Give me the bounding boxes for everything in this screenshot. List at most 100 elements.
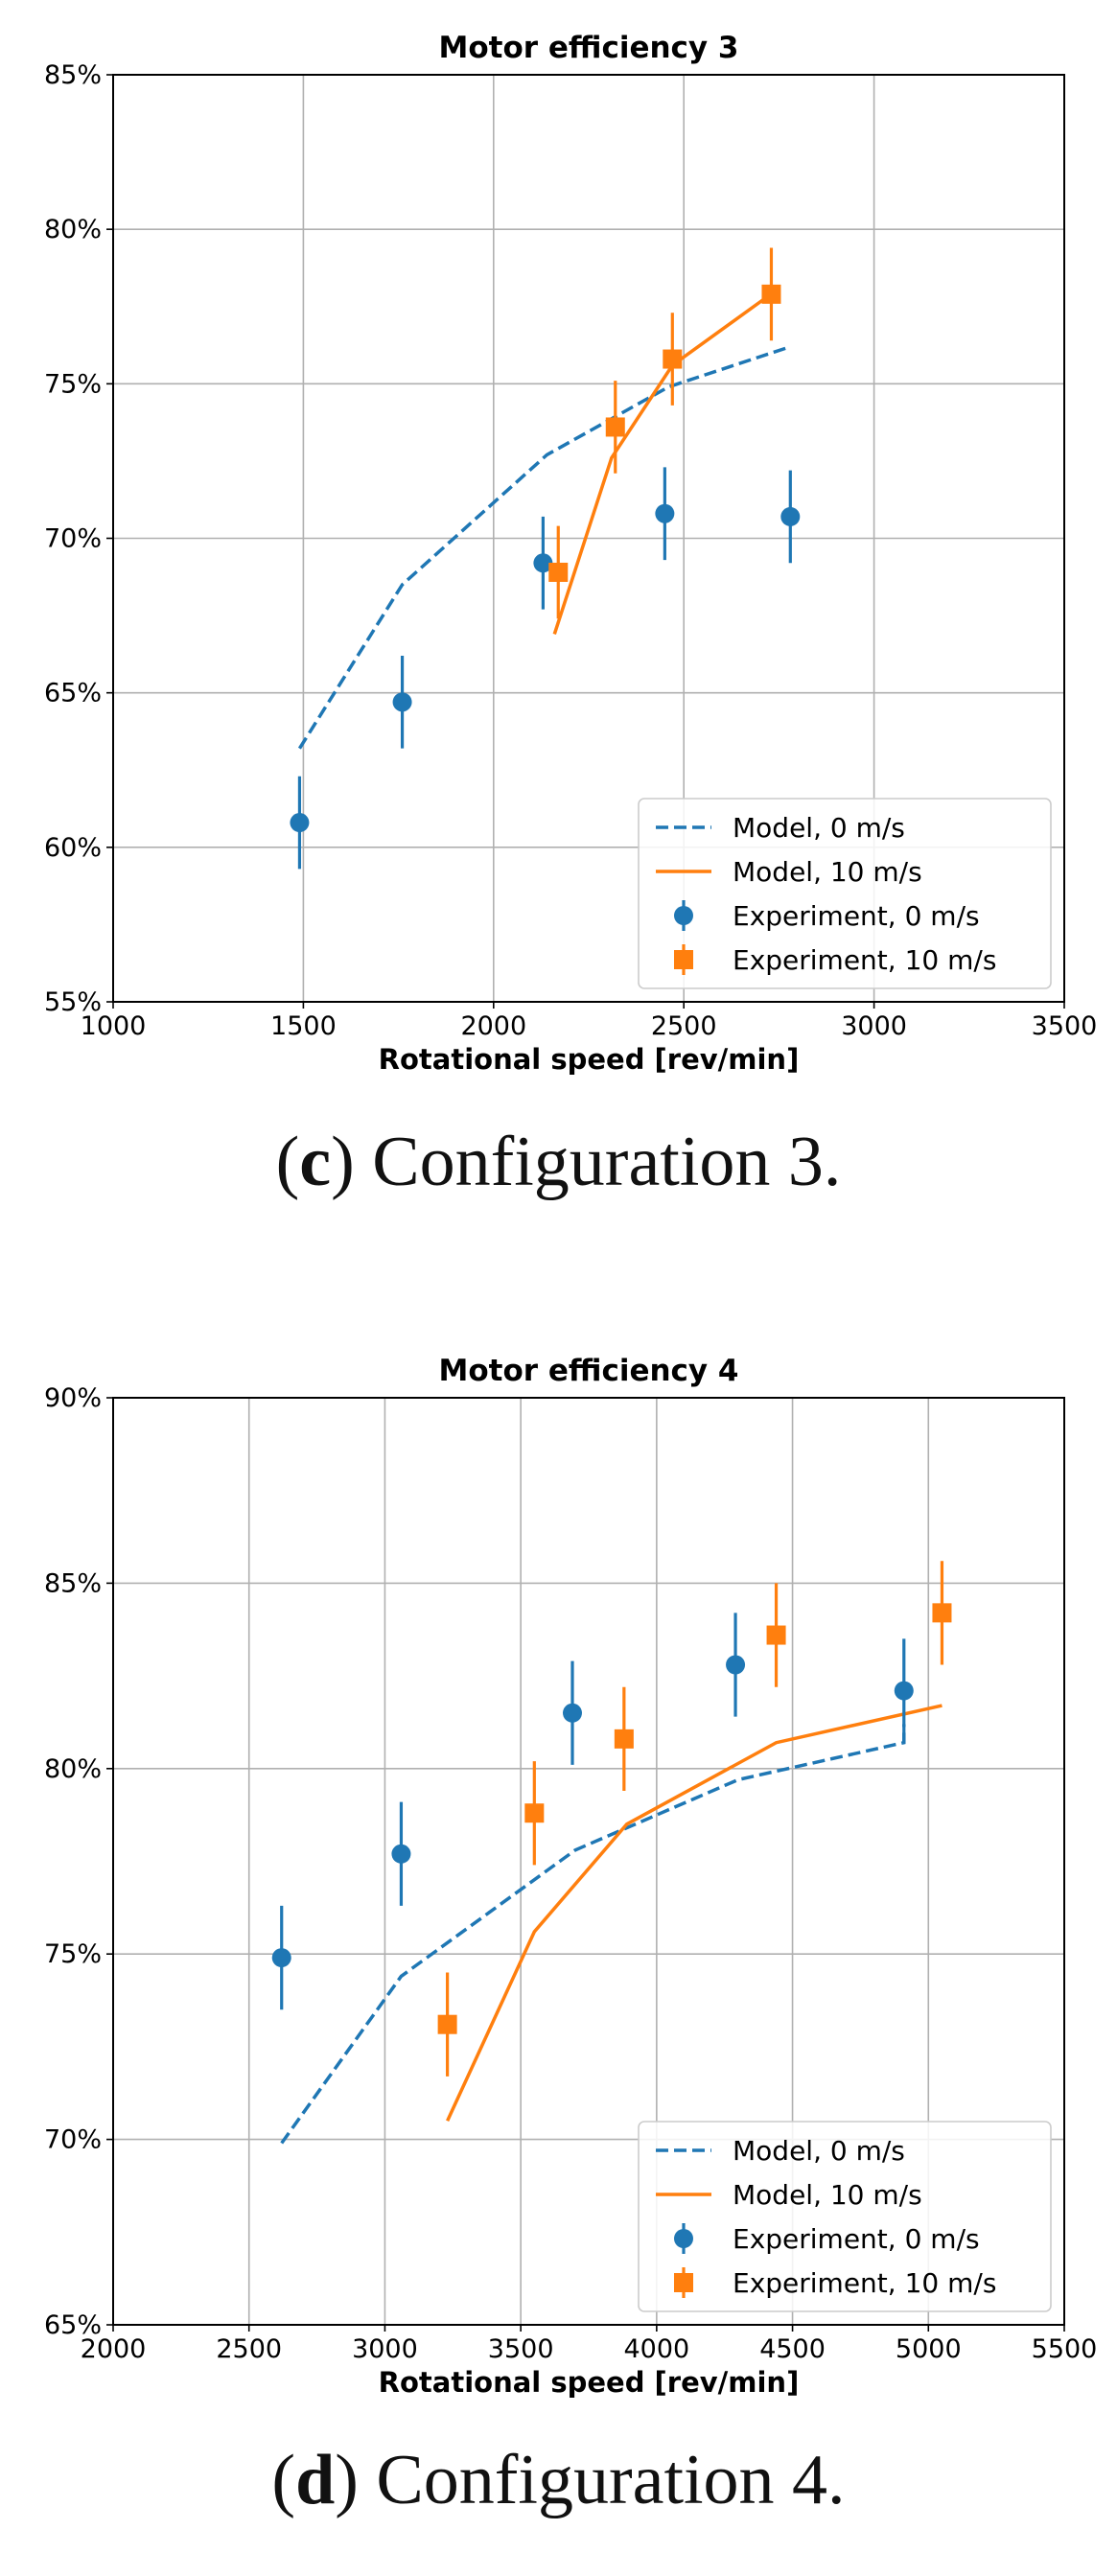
y-tick-label: 60% [44, 833, 102, 863]
data-point [766, 1583, 786, 1687]
marker-square [524, 1803, 545, 1823]
x-tick-label: 3000 [841, 1011, 907, 1041]
y-tick-label: 80% [44, 215, 102, 244]
data-point [726, 1613, 746, 1717]
caption-label: d [295, 2441, 336, 2519]
x-tick-label: 4500 [759, 2334, 826, 2364]
data-point [605, 381, 625, 474]
x-tick-label: 2000 [81, 2334, 147, 2364]
legend-item: Experiment, 0 m/s [674, 2223, 980, 2255]
figure-caption-c: (c) Configuration 3. [275, 1123, 842, 1201]
figure-caption-d: (d) Configuration 4. [271, 2441, 846, 2519]
marker-circle [726, 1655, 746, 1675]
legend-item: Experiment, 10 m/s [674, 944, 996, 976]
x-tick-label: 3500 [1032, 1011, 1098, 1041]
x-tick-label: 3500 [488, 2334, 554, 2364]
y-tick-label: 80% [44, 1754, 102, 1784]
marker-circle [655, 503, 675, 523]
data-point [392, 655, 412, 749]
legend: Model, 0 m/s Model, 10 m/s Experiment, 0 m… [638, 798, 1052, 989]
legend-label: Experiment, 10 m/s [733, 2267, 996, 2299]
marker-circle [392, 692, 412, 712]
data-point [524, 1761, 545, 1866]
series-experiment-0-m-s [271, 1613, 914, 2010]
legend-square-icon [674, 2273, 693, 2292]
data-point [437, 1972, 457, 2077]
data-point [655, 467, 675, 561]
y-tick-label: 55% [44, 987, 102, 1017]
chart-configuration-3: Motor efficiency 3 1000 1500 2000 2500 3000 35… [44, 31, 1098, 1076]
marker-circle [894, 1681, 914, 1701]
data-point [780, 470, 801, 564]
x-tick-label: 1500 [270, 1011, 337, 1041]
y-tick-label: 75% [44, 1939, 102, 1969]
marker-circle [780, 506, 801, 526]
marker-circle [271, 1948, 291, 1968]
legend-label: Model, 10 m/s [733, 2179, 922, 2211]
marker-circle [290, 813, 310, 833]
series-experiment-10-m-s [548, 247, 781, 619]
legend-item: Model, 0 m/s [656, 2135, 905, 2167]
data-point [271, 1905, 291, 2010]
marker-square [932, 1603, 952, 1623]
x-tick-label: 4000 [623, 2334, 689, 2364]
x-axis-label: Rotational speed [rev/min] [379, 2366, 800, 2399]
y-tick-label: 85% [44, 60, 102, 90]
x-tick-label: 2500 [651, 1011, 717, 1041]
data-point [663, 313, 683, 406]
y-tick-label: 65% [44, 679, 102, 708]
series-experiment-10-m-s [437, 1561, 952, 2077]
x-tick-label: 2000 [460, 1011, 526, 1041]
y-tick-label: 70% [44, 524, 102, 554]
caption-text: Configuration 3. [354, 1123, 842, 1201]
data-point [614, 1686, 634, 1792]
legend: Model, 0 m/s Model, 10 m/s Experiment, 0 m… [638, 2121, 1052, 2312]
caption-label: c [299, 1123, 332, 1201]
y-tick-label: 85% [44, 1568, 102, 1598]
series-line [446, 1704, 942, 2122]
data-point [533, 516, 553, 610]
legend-item: Model, 10 m/s [656, 856, 922, 888]
legend-circle-icon [674, 906, 693, 925]
legend-label: Model, 0 m/s [733, 812, 905, 844]
x-tick-label: 5500 [1032, 2334, 1098, 2364]
marker-circle [533, 553, 553, 573]
series-line [297, 344, 791, 750]
marker-square [605, 417, 625, 437]
series-model-0-m-s [280, 1724, 906, 2145]
y-tick-label: 90% [44, 1383, 102, 1413]
marker-square [761, 284, 781, 304]
series-line [280, 1724, 906, 2145]
data-point [932, 1561, 952, 1665]
marker-square [663, 349, 683, 369]
legend-label: Experiment, 10 m/s [733, 944, 996, 976]
legend-item: Experiment, 0 m/s [674, 900, 980, 932]
chart-configuration-4: Motor efficiency 4 2000 2500 3000 3500 4000 45… [44, 1354, 1098, 2399]
legend-circle-icon [674, 2229, 693, 2248]
legend-square-icon [674, 950, 693, 969]
chart-title: Motor efficiency 3 [439, 31, 739, 65]
legend-item: Experiment, 10 m/s [674, 2267, 996, 2299]
y-tick-label: 75% [44, 369, 102, 399]
y-tick-label: 65% [44, 2310, 102, 2340]
legend-label: Model, 0 m/s [733, 2135, 905, 2167]
x-tick-label: 2500 [216, 2334, 282, 2364]
plot-frame [112, 1397, 1065, 2326]
series-experiment-0-m-s [290, 467, 801, 870]
series-model-0-m-s [297, 344, 791, 750]
caption-text: Configuration 4. [358, 2441, 846, 2519]
plot-frame [112, 74, 1065, 1003]
x-axis-label: Rotational speed [rev/min] [379, 1043, 800, 1076]
legend-item: Model, 10 m/s [656, 2179, 922, 2211]
legend-box [638, 2121, 1052, 2312]
data-point [894, 1638, 914, 1743]
x-tick-label: 3000 [352, 2334, 418, 2364]
legend-label: Model, 10 m/s [733, 856, 922, 888]
marker-circle [391, 1844, 411, 1864]
marker-square [548, 562, 569, 582]
legend-label: Experiment, 0 m/s [733, 900, 980, 932]
chart-title: Motor efficiency 4 [439, 1354, 739, 1388]
marker-square [437, 2014, 457, 2034]
data-point [548, 525, 569, 619]
y-tick-label: 70% [44, 2125, 102, 2155]
